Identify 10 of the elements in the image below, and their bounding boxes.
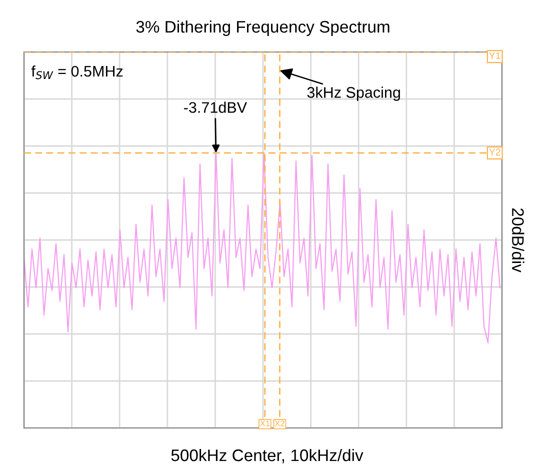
text: f$_{SW}$ = 0.5MHz [31, 65, 123, 80]
chart-title: 3% Dithering Frequency Spectrum [136, 20, 390, 36]
text: 500kHz Center, 10kHz/div [171, 448, 364, 464]
text: -3.71dBV [184, 102, 247, 113]
annotation: X2 [274, 420, 284, 426]
annotation: Y2 [489, 148, 500, 156]
y-axis-title: 20dB/div [512, 208, 524, 272]
text: 3kHz Spacing [307, 86, 400, 101]
annotation: X1 [260, 420, 270, 426]
text: Y1 [489, 52, 500, 60]
